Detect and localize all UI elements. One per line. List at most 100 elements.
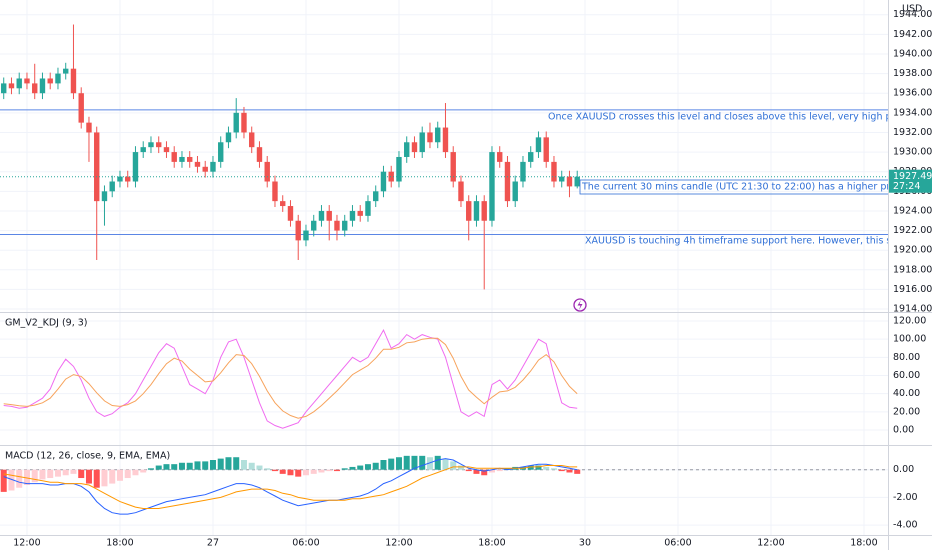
histogram-bar — [527, 465, 534, 470]
candle-body — [504, 161, 511, 202]
y-tick-label: 1936.00 — [893, 88, 932, 99]
y-tick-label: 100.00 — [893, 334, 926, 345]
candle-body — [473, 201, 480, 221]
candle-body — [272, 181, 278, 202]
histogram-bar — [70, 469, 77, 474]
histogram-bar — [566, 469, 573, 473]
histogram-bar — [465, 469, 472, 472]
histogram-bar — [310, 469, 317, 474]
y-tick-label: 1930.00 — [893, 147, 932, 158]
candle-body — [179, 156, 185, 162]
plot-layer: Once XAUUSD crosses this level and close… — [0, 24, 932, 515]
macd-line — [3, 458, 578, 515]
candle-body — [94, 132, 100, 202]
candle-body — [342, 220, 348, 231]
candle-body — [520, 161, 526, 182]
x-tick-label: 18:00 — [478, 538, 505, 549]
candle-body — [303, 230, 309, 241]
candle-body — [551, 161, 557, 182]
x-tick-label: 27 — [207, 538, 219, 549]
histogram-bar — [473, 469, 480, 474]
axis-layer: 12:00 18:00 27 06:00 12:00 18:00 30 06:00 12:00 1… — [13, 9, 932, 549]
histogram-bar — [248, 462, 255, 470]
y-tick-label: 1942.00 — [893, 29, 932, 40]
kdj-line — [3, 337, 578, 419]
candle-body — [411, 142, 418, 153]
histogram-bar — [403, 455, 410, 470]
histogram-bar — [535, 465, 542, 470]
candle-body — [442, 127, 449, 153]
kdj-line — [3, 328, 578, 429]
x-tick-label: 18:00 — [106, 538, 133, 549]
y-tick-label: 1934.00 — [893, 107, 932, 118]
candle-body — [466, 201, 472, 221]
histogram-bar — [116, 469, 123, 481]
x-tick-label: 06:00 — [664, 538, 691, 549]
candle-body — [404, 142, 410, 157]
histogram-bar — [558, 469, 565, 472]
candle-body — [373, 191, 379, 202]
histogram-bar — [186, 462, 193, 470]
x-tick-label: 06:00 — [292, 538, 319, 549]
y-tick-label: -4.00 — [893, 520, 918, 531]
candle-body — [326, 210, 332, 221]
annotation: The current 30 mins candle (UTC 21:30 to… — [581, 182, 932, 193]
candle-body — [380, 171, 387, 192]
candle-body — [311, 220, 317, 231]
candle-body — [233, 112, 239, 133]
candle-body — [450, 152, 456, 182]
histogram-bar — [426, 457, 433, 470]
histogram-bar — [225, 457, 232, 470]
y-tick-label: 1932.00 — [893, 127, 932, 138]
candle-body — [365, 201, 371, 216]
histogram-bar — [194, 461, 201, 470]
y-tick-label: 1924.00 — [893, 205, 932, 216]
alert-icon[interactable] — [573, 298, 587, 312]
histogram-bar — [101, 469, 108, 487]
histogram-bar — [395, 457, 402, 470]
histogram-bar — [155, 465, 162, 470]
candle-body — [566, 176, 573, 187]
candle-body — [256, 147, 263, 162]
candle-body — [458, 181, 464, 202]
candle-body — [140, 147, 146, 153]
candle-body — [132, 152, 139, 182]
histogram-bar — [318, 469, 325, 473]
histogram-bar — [574, 469, 581, 474]
histogram-bar — [78, 469, 85, 479]
histogram-bar — [256, 465, 263, 470]
y-tick-label: 0.00 — [893, 464, 914, 475]
histogram-bar — [434, 455, 441, 470]
histogram-bar — [271, 469, 278, 472]
candle-body — [287, 206, 294, 221]
candle-body — [280, 201, 286, 207]
y-tick-label: 1938.00 — [893, 68, 932, 79]
candle-body — [109, 181, 115, 192]
x-tick-label: 12:00 — [757, 538, 784, 549]
histogram-bar — [23, 469, 30, 485]
y-tick-label: 20.00 — [893, 406, 920, 417]
histogram-bar — [147, 468, 154, 470]
histogram-bar — [295, 469, 302, 477]
histogram-bar — [240, 460, 247, 470]
y-tick-label: 1914.00 — [893, 304, 932, 315]
candle-body — [210, 161, 216, 172]
candle-body — [47, 78, 53, 84]
histogram-bar — [287, 469, 294, 476]
currency-label: USD — [902, 4, 922, 15]
y-tick-label: 1940.00 — [893, 48, 932, 59]
histogram-bar — [488, 469, 495, 473]
histogram-bar — [364, 464, 371, 470]
candle-body — [535, 137, 542, 153]
histogram-bar — [217, 458, 224, 470]
candle-body — [39, 78, 46, 94]
candle-body — [86, 122, 92, 133]
candle-body — [163, 147, 170, 153]
histogram-bar — [349, 466, 356, 470]
pane-title: GM_V2_KDJ (9, 3) — [5, 318, 88, 329]
alert-circle — [573, 298, 587, 312]
histogram-bar — [209, 460, 216, 470]
candle-body — [334, 220, 340, 231]
histogram-bar — [202, 461, 209, 470]
candle-body — [125, 176, 131, 182]
